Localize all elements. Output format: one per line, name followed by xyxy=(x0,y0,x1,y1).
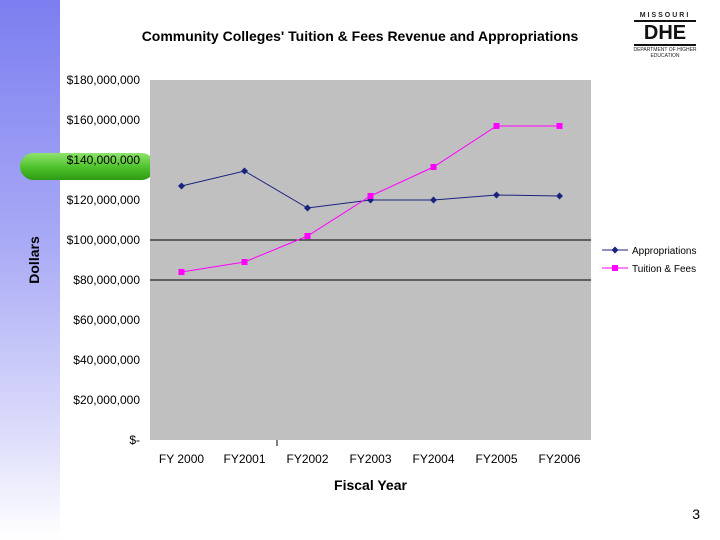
slide-left-band xyxy=(0,0,60,540)
x-tick-label: FY2002 xyxy=(286,452,328,466)
x-tick-label: FY2003 xyxy=(349,452,391,466)
y-tick-label: $80,000,000 xyxy=(73,273,140,287)
y-tick-label: $180,000,000 xyxy=(67,73,141,87)
y-tick-label: $100,000,000 xyxy=(67,233,141,247)
y-tick-label: $20,000,000 xyxy=(73,393,140,407)
legend-label: Tuition & Fees xyxy=(632,264,696,275)
x-tick-label: FY2006 xyxy=(538,452,580,466)
logo-top-text: MISSOURI xyxy=(639,12,691,19)
tuition-fees-point xyxy=(178,269,185,275)
appropriations-point xyxy=(304,204,311,212)
y-tick-label: $- xyxy=(129,433,140,447)
y-tick-label: $40,000,000 xyxy=(73,353,140,367)
x-axis-title: Fiscal Year xyxy=(334,477,407,493)
tuition-fees-point xyxy=(304,233,311,239)
y-tick-label: $140,000,000 xyxy=(67,153,141,167)
x-tick-label: FY2004 xyxy=(412,452,454,466)
appropriations-point xyxy=(178,182,185,190)
tuition-fees-point xyxy=(241,259,248,265)
y-tick-label: $60,000,000 xyxy=(73,313,140,327)
appropriations-point xyxy=(241,167,248,175)
tuition-fees-point xyxy=(430,164,437,170)
tuition-fees-point xyxy=(556,123,563,129)
tuition-fees-point xyxy=(367,193,374,199)
legend-marker xyxy=(611,246,619,254)
page-number: 3 xyxy=(692,506,700,522)
legend-marker xyxy=(612,265,618,271)
legend-box xyxy=(598,240,702,278)
legend-label: Appropriations xyxy=(632,246,696,257)
plot-area xyxy=(150,80,591,440)
y-tick-label: $120,000,000 xyxy=(67,193,141,207)
appropriations-point xyxy=(493,191,500,199)
x-tick-label: FY2005 xyxy=(475,452,517,466)
x-tick-label: FY2001 xyxy=(223,452,265,466)
chart-title: Community Colleges' Tuition & Fees Reven… xyxy=(141,28,579,44)
decorative-green-bar xyxy=(20,153,155,180)
appropriations-point xyxy=(556,192,563,200)
appropriations-point xyxy=(430,196,437,204)
dhe-logo: MISSOURI DHE DEPARTMENT OF HIGHER EDUCAT… xyxy=(630,12,700,60)
logo-sub-text: DEPARTMENT OF HIGHER EDUCATION xyxy=(633,47,697,59)
y-axis-title: Dollars xyxy=(26,236,42,284)
logo-main-text: DHE xyxy=(634,20,696,46)
tuition-fees-point xyxy=(493,123,500,129)
x-tick-label: FY 2000 xyxy=(159,452,204,466)
y-tick-label: $160,000,000 xyxy=(67,113,141,127)
